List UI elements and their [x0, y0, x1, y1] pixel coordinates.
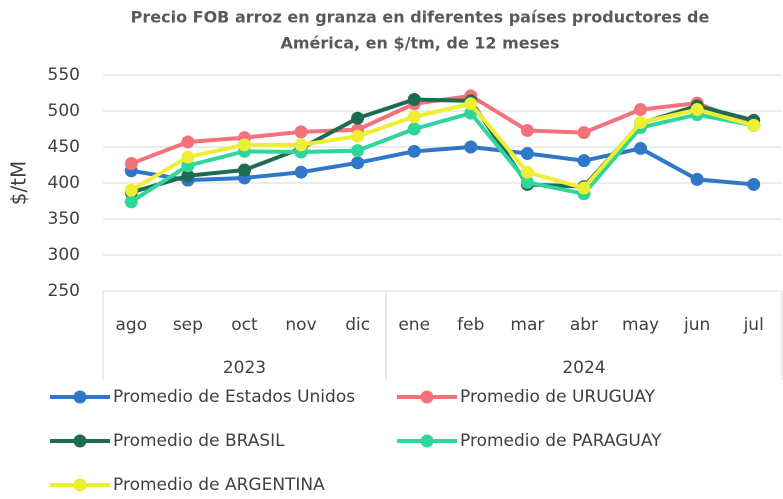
x-tick-label: may [622, 315, 659, 335]
point [351, 156, 365, 170]
legend-label: Promedio de ARGENTINA [113, 475, 325, 495]
point [351, 144, 365, 158]
point [407, 144, 421, 158]
legend-marker [420, 434, 434, 448]
point [294, 125, 308, 139]
y-tick-label: 350 [48, 209, 80, 229]
y-axis-label: $/tM [7, 161, 31, 206]
x-tick-label: ago [115, 315, 147, 335]
x-tick-label: jul [743, 315, 764, 335]
point [520, 175, 534, 189]
legend-marker [420, 390, 434, 404]
x-tick-label: feb [457, 315, 484, 335]
x-tick-label: mar [510, 315, 544, 335]
y-tick-label: 400 [48, 173, 80, 193]
point [577, 154, 591, 168]
point [351, 111, 365, 125]
x-group-label: 2023 [223, 358, 266, 378]
x-tick-label: nov [285, 315, 316, 335]
y-tick-label: 450 [48, 137, 80, 157]
point [577, 126, 591, 140]
point [181, 150, 195, 164]
x-tick-label: sep [173, 315, 203, 335]
x-tick-label: ene [398, 315, 430, 335]
legend-marker [73, 478, 87, 492]
series-line [130, 101, 755, 192]
legend-label: Promedio de BRASIL [113, 431, 285, 451]
point [294, 165, 308, 179]
point [237, 163, 251, 177]
x-tick-label: dic [345, 315, 370, 335]
point [634, 116, 648, 130]
series-line [130, 93, 755, 166]
point [181, 169, 195, 183]
x-tick-label: abr [570, 315, 598, 335]
y-tick-label: 550 [48, 65, 80, 85]
legend-label: Promedio de PARAGUAY [460, 431, 662, 451]
point [124, 183, 138, 197]
point [690, 172, 704, 186]
point [351, 129, 365, 143]
point [577, 181, 591, 195]
point [294, 138, 308, 152]
point [520, 123, 534, 137]
point [237, 138, 251, 152]
point [747, 118, 761, 132]
point [181, 135, 195, 149]
point [464, 140, 478, 154]
legend-label: Promedio de Estados Unidos [113, 387, 355, 407]
y-tick-label: 500 [48, 101, 80, 121]
y-tick-label: 250 [48, 281, 80, 301]
y-tick-label: 300 [48, 245, 80, 265]
legend-marker [73, 434, 87, 448]
point [464, 97, 478, 111]
point [124, 157, 138, 171]
point [520, 146, 534, 160]
chart-title: América, en $/tm, de 12 meses [280, 34, 559, 53]
series-line [130, 145, 754, 187]
point [690, 103, 704, 117]
x-tick-label: jun [683, 315, 710, 335]
x-group-label: 2024 [562, 358, 605, 378]
series-line [130, 111, 755, 204]
point [124, 195, 138, 209]
point [407, 92, 421, 106]
x-tick-label: oct [231, 315, 258, 335]
point [520, 165, 534, 179]
chart-title: Precio FOB arroz en granza en diferentes… [131, 8, 710, 27]
point [634, 103, 648, 117]
legend-label: Promedio de URUGUAY [460, 387, 656, 407]
point [634, 141, 648, 155]
point [407, 110, 421, 124]
point [407, 122, 421, 136]
point [747, 177, 761, 191]
legend-marker [73, 390, 87, 404]
